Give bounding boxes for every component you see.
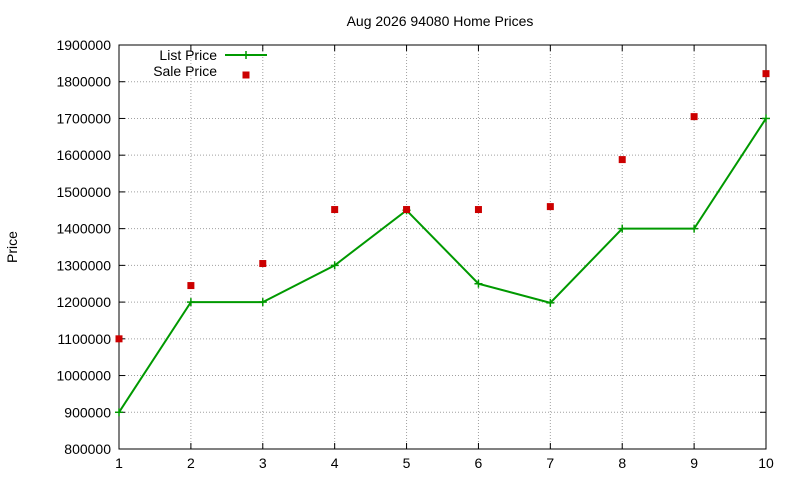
data-point xyxy=(259,260,267,268)
legend-label: List Price xyxy=(159,47,217,63)
legend-swatch-marker xyxy=(242,51,250,59)
data-point xyxy=(330,261,339,270)
y-tick-label: 1800000 xyxy=(56,74,111,90)
y-tick-label: 1900000 xyxy=(56,37,111,53)
y-tick-label: 1600000 xyxy=(56,147,111,163)
series-line xyxy=(118,117,767,413)
data-point xyxy=(618,224,627,233)
data-point xyxy=(690,224,699,233)
data-point xyxy=(115,335,123,343)
y-tick-label: 800000 xyxy=(64,441,111,457)
series-sale-price xyxy=(115,70,770,343)
x-tick-label: 2 xyxy=(187,455,195,471)
x-tick-label: 4 xyxy=(331,455,339,471)
x-tick-label: 1 xyxy=(115,455,123,471)
y-tick-label: 1000000 xyxy=(56,368,111,384)
x-tick-label: 8 xyxy=(618,455,626,471)
data-point xyxy=(115,408,123,417)
y-tick-label: 1200000 xyxy=(56,294,111,310)
data-point xyxy=(762,114,770,123)
y-tick-label: 1100000 xyxy=(58,331,112,347)
x-tick-label: 5 xyxy=(403,455,411,471)
legend-swatch-marker xyxy=(242,71,250,79)
data-point xyxy=(186,298,195,307)
legend-label: Sale Price xyxy=(153,63,217,79)
y-tick-label: 1700000 xyxy=(56,110,111,126)
chart-title: Aug 2026 94080 Home Prices xyxy=(347,13,534,29)
data-point xyxy=(474,279,483,288)
plot-border xyxy=(118,44,767,450)
y-tick-label: 1300000 xyxy=(56,257,111,273)
data-point xyxy=(474,206,482,214)
x-tick-label: 9 xyxy=(690,455,698,471)
y-tick-label: 1500000 xyxy=(56,184,111,200)
data-point xyxy=(187,282,195,290)
data-point xyxy=(331,206,339,214)
tick-labels: 1 2 3 4 5 6 7 8 9 10 800000 900000 1000000 1100000 120… xyxy=(56,37,774,471)
data-point xyxy=(546,298,555,307)
y-tick-label: 900000 xyxy=(64,404,111,420)
data-point xyxy=(762,70,770,78)
data-point xyxy=(690,113,698,121)
grid-lines xyxy=(119,45,766,449)
x-tick-label: 10 xyxy=(758,455,774,471)
data-series xyxy=(115,70,770,417)
x-tick-label: 6 xyxy=(475,455,483,471)
data-point xyxy=(258,298,267,307)
data-point xyxy=(403,206,411,214)
axes xyxy=(118,44,767,450)
x-tick-label: 3 xyxy=(259,455,267,471)
data-point xyxy=(618,156,626,164)
y-tick-label: 1400000 xyxy=(56,221,111,237)
y-axis-label: Price xyxy=(4,231,20,263)
data-point xyxy=(546,203,554,211)
x-tick-label: 7 xyxy=(546,455,554,471)
